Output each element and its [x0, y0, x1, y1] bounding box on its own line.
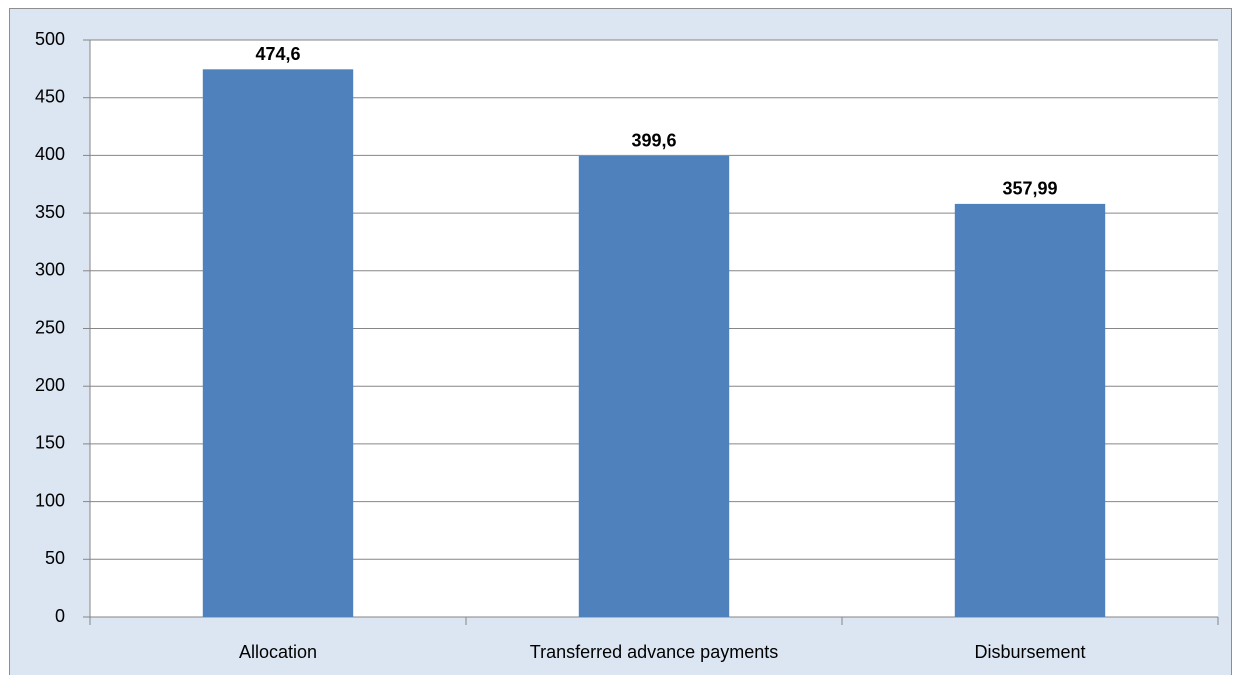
y-tick-label: 100: [35, 490, 65, 510]
y-tick-label: 50: [45, 548, 65, 568]
data-label: 399,6: [631, 131, 676, 151]
data-label: 474,6: [255, 44, 300, 64]
y-tick-label: 200: [35, 375, 65, 395]
y-tick-label: 300: [35, 260, 65, 280]
y-tick-label: 250: [35, 317, 65, 337]
y-tick-label: 0: [55, 606, 65, 626]
x-tick-label: Disbursement: [974, 642, 1085, 662]
y-tick-label: 150: [35, 433, 65, 453]
bar: [954, 203, 1106, 617]
bar: [578, 155, 730, 617]
x-tick-label: Transferred advance payments: [530, 642, 778, 662]
x-tick-label: Allocation: [239, 642, 317, 662]
y-tick-label: 450: [35, 86, 65, 106]
bar: [202, 69, 354, 618]
y-tick-label: 350: [35, 202, 65, 222]
data-label: 357,99: [1002, 179, 1057, 199]
y-tick-label: 500: [35, 29, 65, 49]
y-tick-label: 400: [35, 144, 65, 164]
